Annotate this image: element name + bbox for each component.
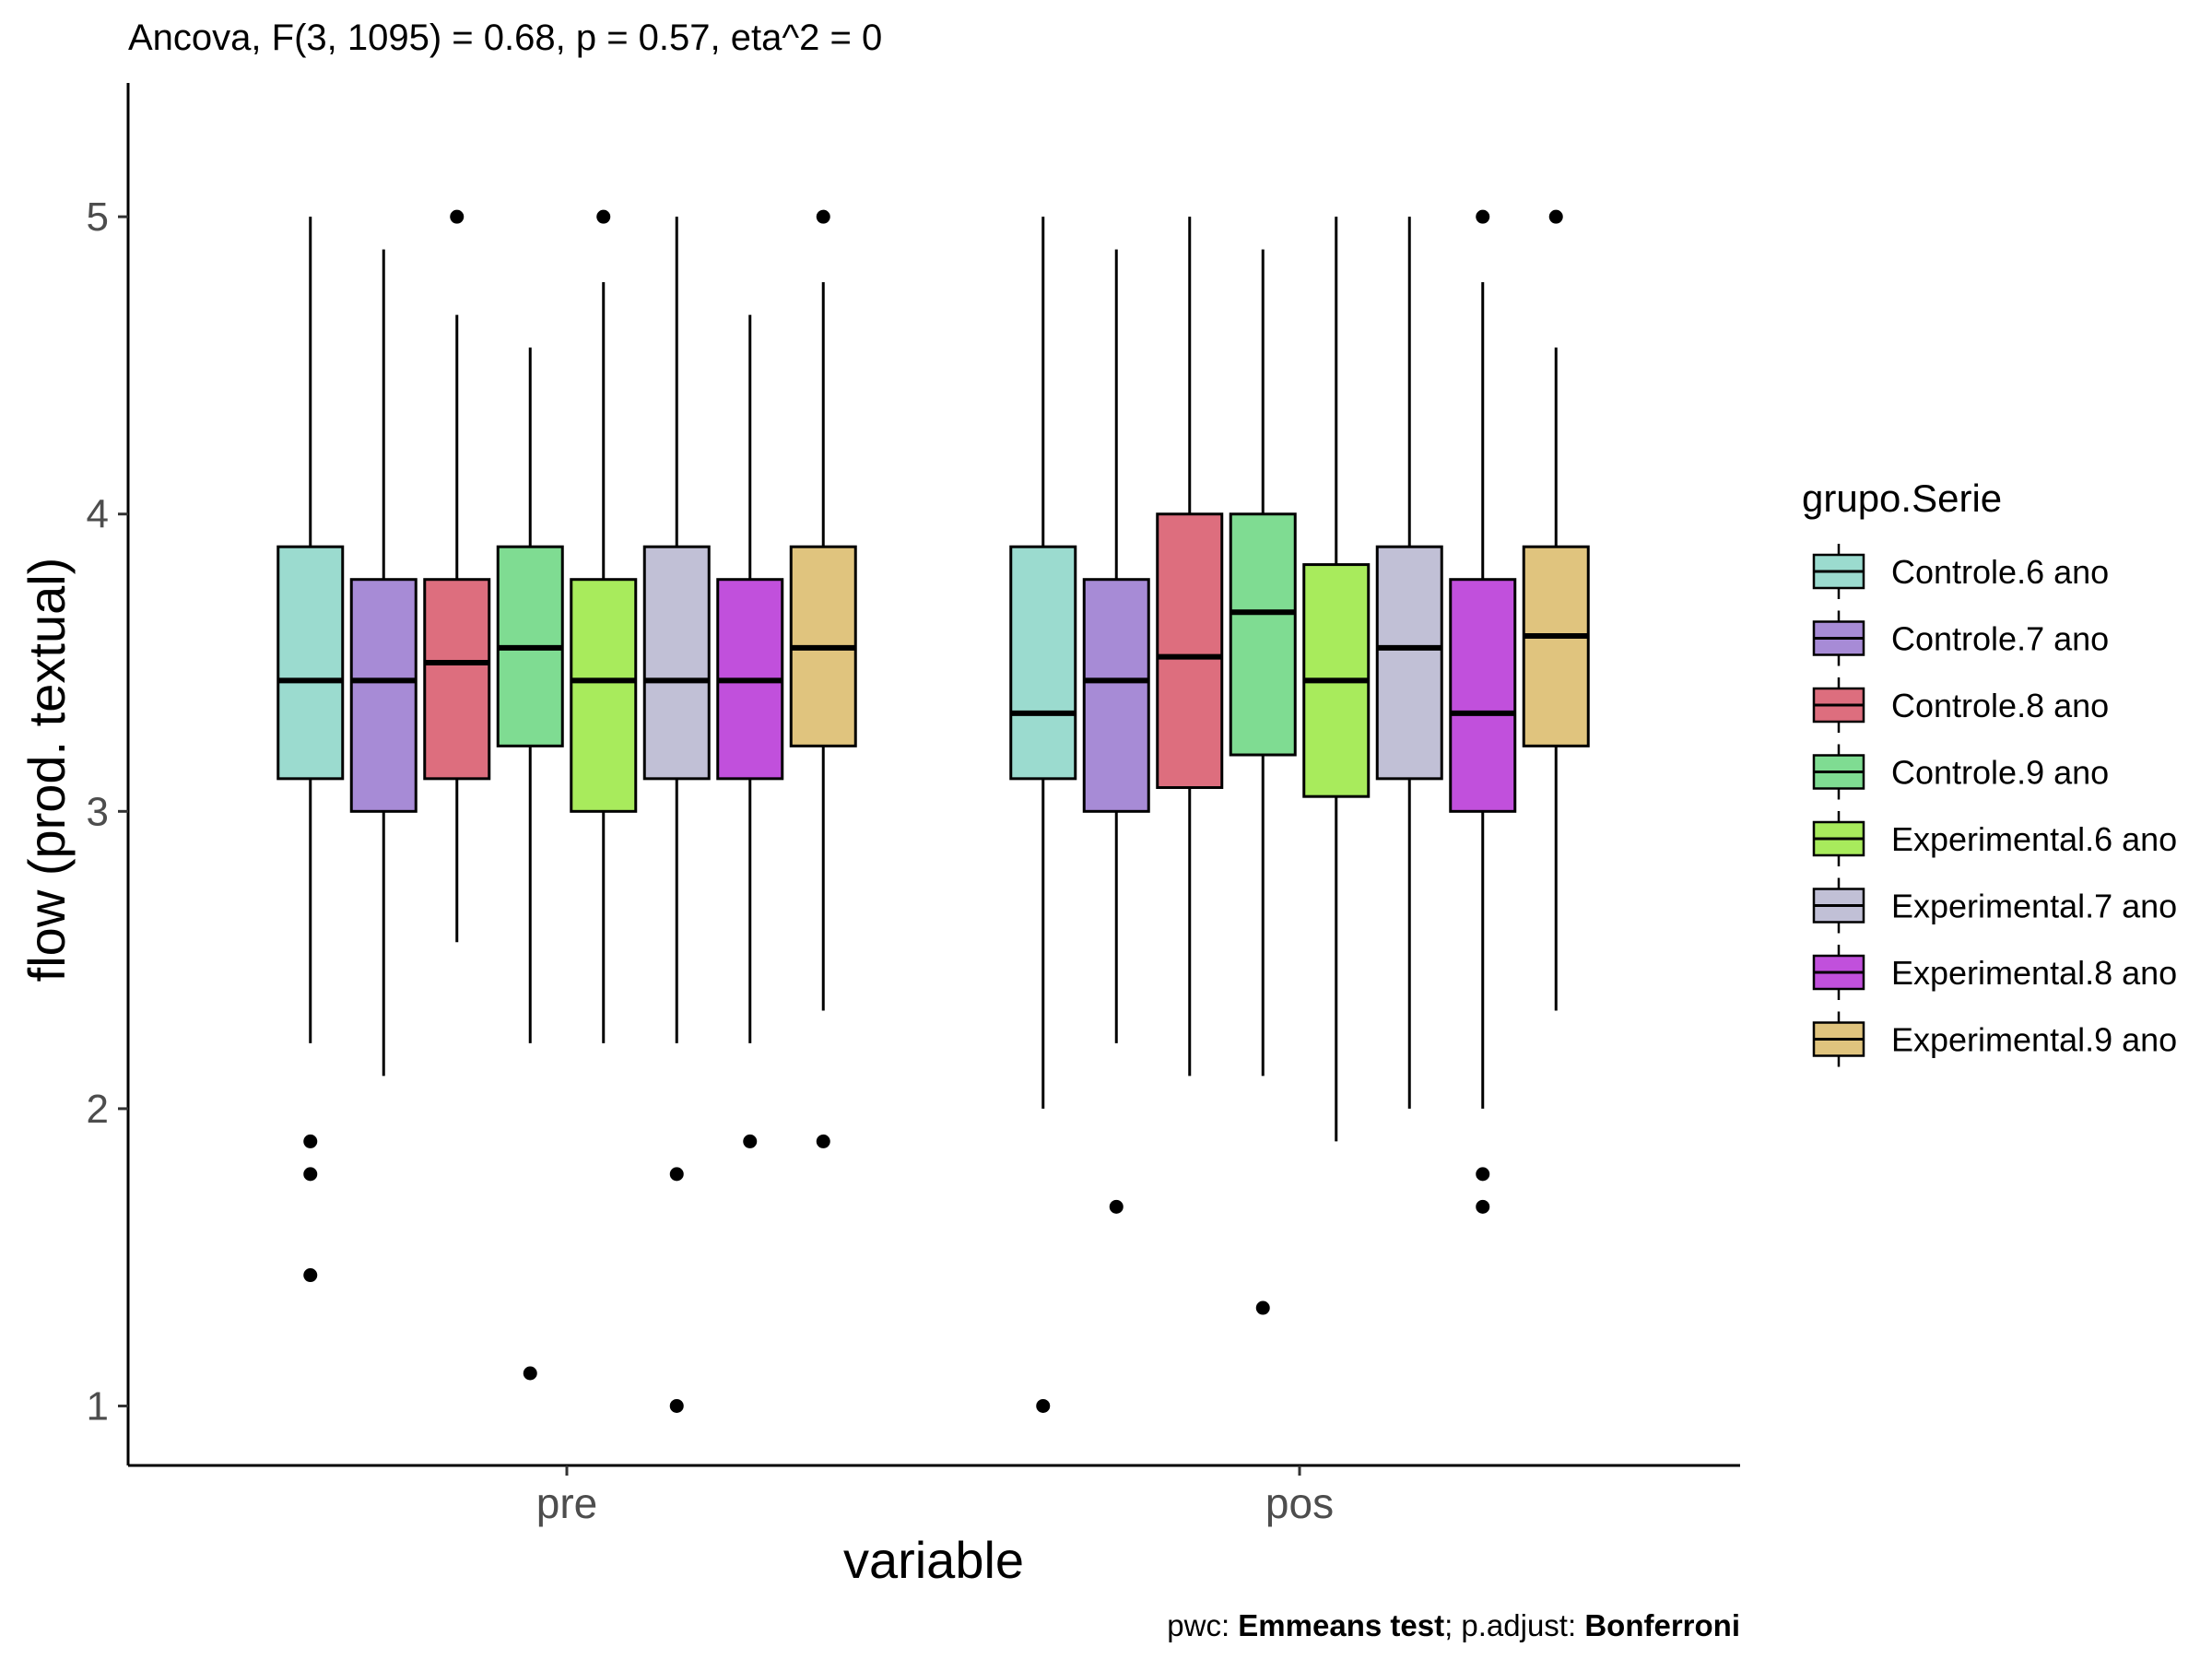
outlier-point bbox=[1476, 209, 1490, 224]
y-tick-label: 1 bbox=[87, 1383, 109, 1429]
box-pre-7 bbox=[716, 314, 784, 1148]
box-body bbox=[1156, 512, 1224, 790]
box-body bbox=[642, 545, 711, 781]
outlier-point bbox=[816, 209, 830, 224]
legend-label: Controle.8 ano bbox=[1891, 687, 2109, 724]
legend-item: Experimental.9 ano bbox=[1812, 1011, 2177, 1067]
outlier-point bbox=[1036, 1398, 1051, 1413]
caption-method: Emmeans test bbox=[1238, 1608, 1444, 1642]
y-tick-label: 2 bbox=[87, 1087, 109, 1132]
box-pos-6 bbox=[1375, 217, 1443, 1109]
box-pos-3 bbox=[1156, 217, 1224, 1077]
legend-label: Experimental.8 ano bbox=[1891, 954, 2177, 992]
outlier-point bbox=[1476, 1199, 1490, 1214]
box-body bbox=[1449, 578, 1517, 813]
outlier-point bbox=[1476, 1167, 1490, 1182]
outlier-point bbox=[1255, 1300, 1270, 1315]
box-body bbox=[1522, 545, 1590, 747]
outlier-point bbox=[1548, 209, 1563, 224]
legend-label: Experimental.9 ano bbox=[1891, 1021, 2177, 1059]
legend-label: Controle.6 ano bbox=[1891, 553, 2109, 591]
legend-item: Controle.6 ano bbox=[1812, 544, 2109, 599]
y-tick-label: 5 bbox=[87, 194, 109, 240]
box-pos-8 bbox=[1522, 209, 1590, 1011]
y-axis-ticks: 1 2 3 4 5 bbox=[87, 194, 128, 1429]
box-pre-8 bbox=[789, 209, 857, 1148]
box-pos-4 bbox=[1229, 249, 1297, 1315]
legend-label: Experimental.7 ano bbox=[1891, 888, 2177, 925]
y-tick-label: 4 bbox=[87, 492, 109, 537]
box-body bbox=[570, 578, 638, 813]
legend-item: Experimental.7 ano bbox=[1812, 877, 2177, 934]
box-pre-2 bbox=[349, 249, 418, 1077]
legend-item: Controle.8 ano bbox=[1812, 677, 2109, 733]
legend-title: grupo.Serie bbox=[1802, 477, 2002, 520]
caption-sep: ; p.adjust: bbox=[1444, 1608, 1584, 1642]
x-tick-label: pos bbox=[1265, 1479, 1334, 1527]
plot-area bbox=[276, 209, 1590, 1413]
box-pos-7 bbox=[1449, 209, 1517, 1214]
y-axis-title: flow (prod. textual) bbox=[18, 558, 76, 982]
legend-label: Controle.9 ano bbox=[1891, 754, 2109, 792]
box-pos-2 bbox=[1082, 249, 1150, 1214]
box-pre-5 bbox=[570, 209, 638, 1043]
legend-item: Experimental.8 ano bbox=[1812, 945, 2177, 1000]
box-body bbox=[276, 545, 345, 781]
box-pre-3 bbox=[423, 209, 491, 943]
outlier-point bbox=[303, 1167, 318, 1182]
legend-label: Experimental.6 ano bbox=[1891, 820, 2177, 858]
caption: pwc: Emmeans test; p.adjust: Bonferroni bbox=[1167, 1608, 1740, 1642]
box-pos-5 bbox=[1302, 217, 1371, 1142]
outlier-point bbox=[743, 1134, 758, 1148]
legend-item: Controle.9 ano bbox=[1812, 744, 2109, 800]
y-tick-label: 3 bbox=[87, 789, 109, 834]
outlier-point bbox=[303, 1134, 318, 1148]
box-body bbox=[349, 578, 418, 813]
outlier-point bbox=[523, 1366, 537, 1381]
box-pos-1 bbox=[1009, 217, 1077, 1413]
outlier-point bbox=[596, 209, 611, 224]
x-axis-ticks: pre pos bbox=[536, 1465, 1334, 1527]
x-tick-label: pre bbox=[536, 1479, 597, 1527]
outlier-point bbox=[669, 1167, 684, 1182]
chart-title: Ancova, F(3, 1095) = 0.68, p = 0.57, eta… bbox=[128, 18, 882, 58]
outlier-point bbox=[303, 1268, 318, 1283]
x-axis-title: variable bbox=[843, 1531, 1024, 1589]
caption-adjust: Bonferroni bbox=[1584, 1608, 1740, 1642]
box-body bbox=[1009, 545, 1077, 781]
box-body bbox=[1375, 545, 1443, 781]
outlier-point bbox=[450, 209, 465, 224]
box-body bbox=[1082, 578, 1150, 813]
outlier-point bbox=[816, 1134, 830, 1148]
box-pre-6 bbox=[642, 217, 711, 1413]
outlier-point bbox=[669, 1398, 684, 1413]
legend-label: Controle.7 ano bbox=[1891, 620, 2109, 658]
legend-item: Controle.7 ano bbox=[1812, 610, 2109, 666]
box-pre-4 bbox=[496, 347, 564, 1381]
box-pre-1 bbox=[276, 217, 345, 1283]
outlier-point bbox=[1109, 1199, 1124, 1214]
caption-prefix: pwc: bbox=[1167, 1608, 1238, 1642]
legend: grupo.Serie Controle.6 ano Controle.7 ano… bbox=[1802, 477, 2177, 1067]
box-body bbox=[1229, 512, 1297, 757]
box-body bbox=[423, 578, 491, 781]
legend-item: Experimental.6 ano bbox=[1812, 811, 2177, 866]
